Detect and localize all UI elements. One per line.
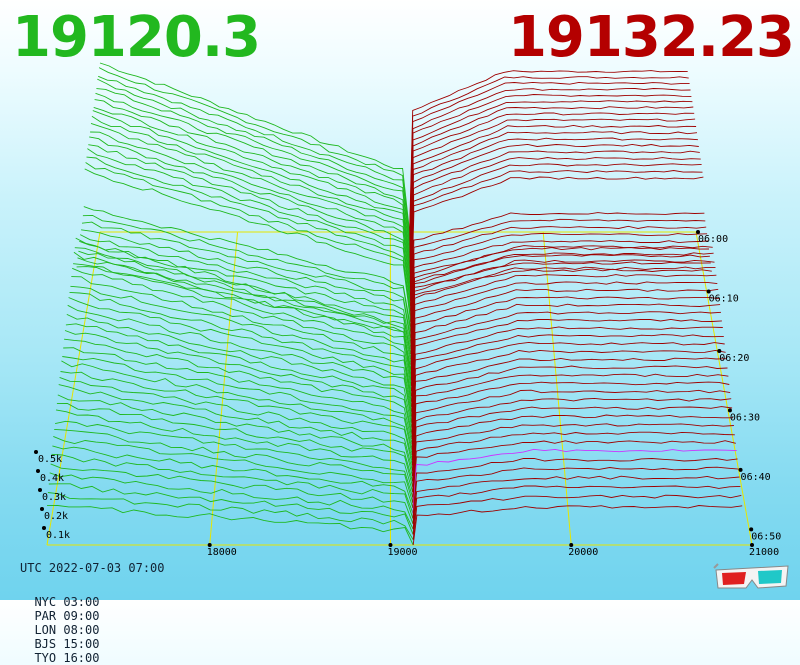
bid-depth-line (98, 76, 410, 242)
bid-depth-line (54, 429, 413, 502)
bid-depth-line (82, 222, 411, 338)
tz-tyo: TYO 16:00 (34, 651, 99, 665)
bid-depth-line (84, 207, 411, 328)
tz-nyc: NYC 03:00 (34, 595, 99, 609)
ask-depth-line (412, 342, 725, 444)
ask-depth-line (410, 132, 697, 285)
volume-axis: 0.1k 0.2k 0.3k 0.4k 0.5k (34, 450, 70, 541)
timezone-row: NYC 03:00 PAR 09:00 LON 08:00 BJS 15:00 … (20, 581, 123, 665)
bid-depth-line (50, 473, 413, 529)
ask-depth-line (412, 304, 720, 418)
bid-depth-line (71, 277, 411, 402)
depth-chart[interactable]: 18000 19000 20000 21000 06:00 06:10 06:20 06:3… (0, 0, 800, 600)
bid-depth-line (77, 267, 412, 370)
volume-tick-label: 0.3k (42, 492, 66, 503)
time-tick-label: 06:40 (741, 472, 771, 483)
ask-depth-line (413, 495, 741, 540)
bid-depth-line (66, 324, 412, 434)
tz-lon: LON 08:00 (34, 623, 99, 637)
time-tick-label: 06:50 (751, 531, 781, 542)
ask-depth-line (412, 297, 719, 413)
volume-tick-label: 0.1k (46, 530, 70, 541)
bid-depth-line (52, 446, 413, 513)
bid-depth-line (53, 436, 413, 508)
volume-tick-label: 0.2k (44, 511, 68, 522)
time-tick-label: 06:00 (698, 234, 728, 245)
time-tick-label: 06:30 (730, 412, 760, 423)
ask-depth-line (411, 241, 708, 349)
3d-glasses-icon[interactable] (712, 560, 792, 592)
ask-depth-line (411, 269, 712, 370)
bid-depth-line (70, 292, 412, 412)
volume-tick-label: 0.4k (40, 473, 64, 484)
ask-depth-line (412, 335, 724, 439)
ask-depth-line (410, 113, 694, 269)
ask-depth-line (413, 486, 740, 535)
volume-tick-label: 0.5k (38, 454, 62, 465)
price-tick-label: 21000 (749, 547, 779, 558)
bid-depth-line (49, 484, 413, 535)
ask-depth-line (412, 282, 718, 402)
tz-bjs: BJS 15:00 (34, 637, 99, 651)
ask-depth-line (413, 506, 742, 546)
bid-depth-line (88, 145, 410, 301)
frame-line (696, 232, 752, 545)
bid-depth-line (94, 107, 410, 269)
ask-depth-line (410, 89, 691, 248)
ask-depth-line (413, 449, 737, 513)
ask-depth-line (412, 366, 727, 460)
bid-depth-line (47, 506, 413, 546)
bid-depth-line (68, 305, 412, 423)
price-tick-label: 19000 (387, 547, 417, 558)
ask-depth-line (413, 458, 738, 518)
ask-depth-line (411, 253, 713, 381)
bid-depth-line (52, 454, 413, 518)
utc-time: UTC 2022-07-03 07:00 (20, 561, 165, 575)
ask-depth-line (413, 467, 739, 524)
ask-depth-line (412, 358, 726, 455)
bid-depth-line (87, 157, 411, 312)
ask-depth-line (413, 407, 732, 487)
ask-depth-line (412, 267, 716, 391)
ask-depth-line (411, 246, 712, 376)
time-axis: 06:00 06:10 06:20 06:30 06:40 06:50 (696, 230, 781, 542)
ask-depth-line (412, 289, 719, 407)
ask-depth-line (410, 107, 693, 264)
price-tick-label: 20000 (568, 547, 598, 558)
ask-depth-line (410, 77, 689, 238)
time-tick-label: 06:20 (719, 353, 749, 364)
time-tick-label: 06:10 (709, 293, 739, 304)
bid-depth-line (89, 137, 410, 296)
ask-depth-line (410, 101, 693, 259)
ask-depth-line (413, 415, 733, 492)
depth-lines (47, 63, 742, 545)
price-tick-label: 18000 (207, 547, 237, 558)
tz-par: PAR 09:00 (34, 609, 99, 623)
